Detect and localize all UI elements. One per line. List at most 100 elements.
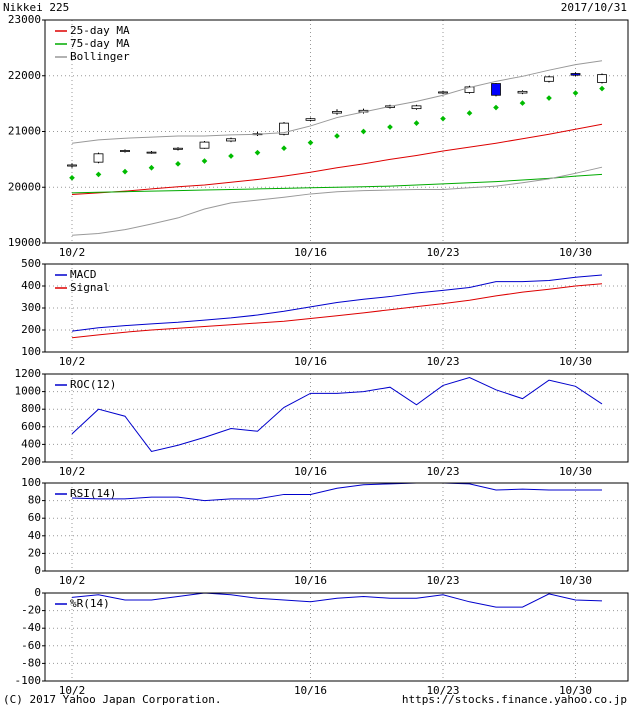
marker	[546, 95, 552, 101]
marker	[228, 153, 234, 159]
plot-border	[44, 592, 629, 682]
series-line	[71, 123, 603, 195]
series-line	[71, 60, 603, 144]
series-line	[71, 173, 603, 194]
y-tick-label: 500	[21, 257, 41, 270]
legend-label: MACD	[70, 268, 97, 281]
candle-body	[544, 76, 554, 82]
legend-label: 75-day MA	[70, 37, 130, 50]
page-date: 2017/10/31	[561, 1, 627, 14]
marker	[95, 171, 102, 178]
plot-border	[44, 482, 629, 572]
y-tick-label: 1000	[15, 385, 42, 398]
y-tick-label: 60	[28, 511, 41, 524]
legend-label: Signal	[70, 281, 110, 294]
marker	[175, 161, 181, 167]
x-tick-label: 10/2	[59, 355, 86, 368]
source-url: https://stocks.finance.yahoo.co.jp	[402, 693, 627, 706]
plot-border	[44, 19, 629, 244]
candle-body	[517, 90, 528, 94]
marker	[122, 168, 128, 175]
plot-area	[45, 593, 628, 681]
plot-area	[45, 20, 628, 243]
y-tick-label: 40	[28, 529, 41, 542]
series-line	[71, 376, 603, 453]
candle-body	[120, 150, 130, 152]
x-tick-label: 10/16	[294, 574, 327, 587]
candle-body	[570, 73, 581, 76]
y-tick-label: 100	[21, 345, 41, 358]
series-line	[71, 592, 603, 608]
candle-body	[411, 105, 422, 110]
y-tick-label: 21000	[8, 125, 41, 138]
series-line	[71, 283, 603, 339]
marker	[254, 149, 261, 156]
marker	[440, 115, 446, 122]
candle-body	[199, 141, 210, 149]
y-tick-label: 0	[34, 586, 41, 599]
y-tick-label: -20	[21, 604, 41, 617]
marker	[334, 133, 340, 139]
plot-area	[45, 264, 628, 352]
y-tick-label: -60	[21, 639, 41, 652]
candle-body	[438, 91, 448, 94]
marker	[572, 90, 579, 96]
x-tick-label: 10/23	[426, 574, 459, 587]
y-tick-label: 20	[28, 546, 41, 559]
candle-body	[464, 86, 475, 93]
candle-body	[173, 147, 183, 150]
y-tick-label: 1200	[15, 367, 42, 380]
plot-area	[45, 374, 628, 462]
candle-body	[93, 153, 104, 163]
candle-body	[597, 74, 607, 83]
legend-label: Bollinger	[70, 50, 130, 63]
plot-border	[44, 263, 629, 353]
y-tick-label: 23000	[8, 13, 41, 26]
y-tick-label: 0	[34, 564, 41, 577]
legend-label: 25-day MA	[70, 24, 130, 37]
x-tick-label: 10/23	[426, 246, 459, 259]
x-tick-label: 10/30	[559, 246, 592, 259]
marker	[599, 85, 605, 92]
marker	[201, 158, 208, 164]
legend-label: RSI(14)	[70, 487, 116, 500]
x-tick-label: 10/2	[59, 465, 86, 478]
marker	[466, 110, 473, 116]
y-tick-label: 20000	[8, 180, 41, 193]
y-tick-label: -80	[21, 656, 41, 669]
x-tick-label: 10/23	[426, 684, 459, 697]
marker	[519, 100, 526, 106]
plot-border	[44, 373, 629, 463]
x-tick-label: 10/16	[294, 684, 327, 697]
x-tick-label: 10/2	[59, 684, 86, 697]
marker	[281, 145, 287, 152]
x-tick-label: 10/30	[559, 465, 592, 478]
copyright: (C) 2017 Yahoo Japan Corporation.	[3, 693, 222, 706]
x-tick-label: 10/16	[294, 246, 327, 259]
y-tick-label: 300	[21, 301, 41, 314]
candle-body	[491, 83, 501, 96]
candle-body	[226, 138, 236, 142]
marker	[307, 139, 314, 146]
marker	[148, 164, 155, 171]
legend-label: ROC(12)	[70, 378, 116, 391]
series-line	[71, 482, 602, 502]
marker	[387, 124, 393, 130]
y-tick-label: 19000	[8, 236, 41, 249]
y-tick-label: 600	[21, 420, 41, 433]
x-tick-label: 10/2	[59, 574, 86, 587]
candle-body	[332, 111, 342, 114]
y-tick-label: 200	[21, 323, 41, 336]
y-tick-label: 22000	[8, 69, 41, 82]
series-line	[71, 166, 603, 236]
page-title: Nikkei 225	[3, 1, 69, 14]
candle-body	[279, 122, 289, 135]
candle-body	[305, 118, 316, 121]
x-tick-label: 10/16	[294, 355, 327, 368]
y-tick-label: -40	[21, 621, 41, 634]
legend-label: %R(14)	[70, 597, 110, 610]
marker	[360, 128, 367, 135]
x-tick-label: 10/30	[559, 355, 592, 368]
candle-body	[146, 151, 157, 154]
marker	[69, 174, 75, 181]
